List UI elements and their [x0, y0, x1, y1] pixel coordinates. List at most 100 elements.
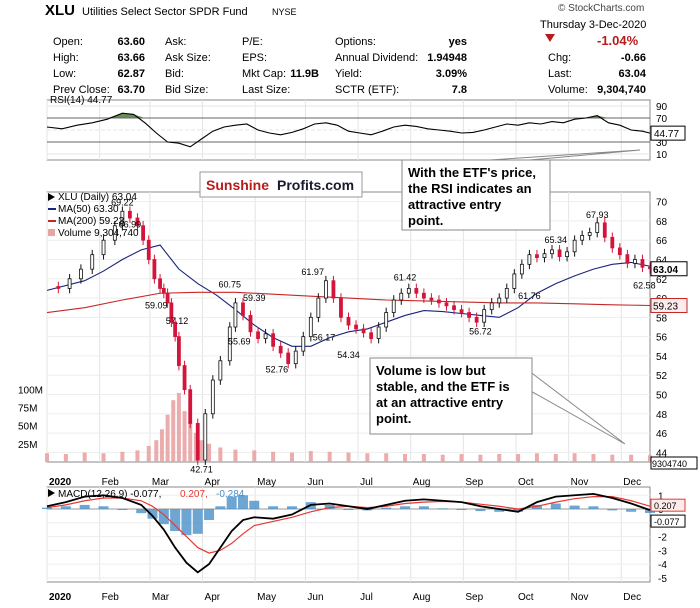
- price-annotation: 60.75: [219, 279, 242, 289]
- price-candle-body: [233, 302, 238, 328]
- volume-legend: Volume 9,304,740: [58, 228, 139, 239]
- price-candle-body: [293, 350, 298, 365]
- month-label: Jul: [360, 592, 373, 603]
- price-annotation: 59.09: [145, 301, 168, 311]
- price-candle-body: [444, 302, 449, 307]
- price-candle-body: [316, 297, 321, 318]
- price-legend-icon: [48, 193, 55, 201]
- price-annotation: 66.99: [119, 220, 142, 230]
- price-candle-body: [376, 326, 381, 339]
- volume-bar: [308, 451, 313, 462]
- price-candle-body: [248, 315, 253, 333]
- quote-field-label: Bid:: [165, 68, 184, 80]
- macd-line: [46, 492, 651, 574]
- price-candle-body: [331, 280, 336, 299]
- price-candle-body: [146, 239, 151, 260]
- month-label: Mar: [152, 592, 170, 603]
- price-candle-body: [633, 259, 637, 264]
- macd-histogram-bar: [117, 509, 128, 511]
- month-label: Aug: [413, 592, 431, 603]
- volume-tick-label: 50M: [18, 422, 37, 433]
- quote-field-label: Chg:: [548, 52, 571, 64]
- quote-field-value: 63.60: [117, 36, 145, 48]
- quote-field-label: Ask:: [165, 36, 186, 48]
- macd-histogram-bar: [400, 506, 411, 510]
- logo-part2: Profits.com: [277, 177, 354, 193]
- macd-tick-label: 1: [658, 491, 664, 502]
- price-candle-body: [580, 234, 585, 241]
- price-candle-body: [218, 360, 223, 381]
- price-tick-label: 58: [656, 313, 668, 324]
- volume-bar: [199, 440, 204, 462]
- quote-field-label: Mkt Cap:: [242, 68, 286, 80]
- macd-histogram-bar: [456, 509, 467, 511]
- price-tick-label: 46: [656, 429, 668, 440]
- volume-bar: [171, 400, 176, 462]
- quote-field-label: P/E:: [242, 36, 263, 48]
- price-candle-body: [169, 302, 174, 323]
- macd-legend: MACD(12,26,9) -0.077,: [58, 489, 161, 500]
- price-tick-label: 64: [656, 256, 668, 267]
- price-candle-body: [227, 326, 232, 362]
- price-candle-body: [595, 222, 600, 233]
- price-annotation: 62.58: [633, 280, 656, 290]
- price-candle-body: [610, 236, 615, 249]
- volume-bar: [346, 452, 351, 462]
- quote-field-label: Options:: [335, 36, 376, 48]
- volume-bar: [497, 454, 502, 462]
- quote-field-label: Annual Dividend:: [335, 52, 418, 64]
- quote-field-label: EPS:: [242, 52, 267, 64]
- month-label: May: [257, 477, 276, 488]
- macd-histogram-bar: [60, 506, 71, 510]
- price-candle-body: [617, 247, 622, 256]
- price-candle-body: [152, 259, 157, 280]
- ma200-tag: [650, 297, 688, 313]
- price-candle-body: [459, 309, 464, 313]
- macd-histogram-bar: [569, 505, 580, 510]
- price-candle-body: [474, 316, 479, 323]
- macd-tag: [650, 514, 686, 528]
- price-tick-label: 54: [656, 352, 668, 363]
- quote-field-value: 62.87: [117, 68, 145, 80]
- quote-field-label: Open:: [53, 36, 83, 48]
- price-annotation: 61.97: [301, 267, 324, 277]
- quote-field-value: 1.94948: [427, 52, 467, 64]
- month-label: May: [257, 592, 276, 603]
- macd-histogram-bar: [215, 506, 226, 510]
- price-candle-body: [391, 299, 396, 313]
- quote-field-label: Bid Size:: [165, 84, 208, 96]
- volume-bar: [165, 414, 170, 462]
- price-candle-body: [165, 292, 170, 304]
- volume-legend-swatch: [48, 229, 55, 236]
- logo-box: [199, 171, 363, 198]
- macd-histogram-bar: [531, 504, 542, 510]
- macd-histogram-bar: [626, 509, 637, 512]
- macd-tick-label: -2: [658, 533, 667, 544]
- volume-bar: [516, 454, 521, 462]
- price-candle-body: [384, 312, 389, 328]
- quote-field-label: Volume:: [548, 84, 588, 96]
- volume-tick-label: 100M: [18, 385, 43, 396]
- ma200-value: 59.23: [653, 301, 678, 312]
- price-candle-body: [135, 217, 140, 227]
- price-candle-body: [414, 288, 419, 294]
- price-candle-body: [158, 278, 162, 289]
- price-candle-body: [497, 297, 502, 304]
- volume-bar: [188, 422, 193, 462]
- price-candle-body: [173, 321, 178, 338]
- price-annotation: 57.12: [166, 316, 189, 326]
- macd-histogram-bar: [513, 509, 524, 512]
- macd-signal-legend: 0.207,: [180, 489, 208, 500]
- price-candle-body: [128, 210, 132, 219]
- price-candle-body: [482, 309, 487, 323]
- copyright: © StockCharts.com: [558, 3, 644, 14]
- macd-hist-legend: -0.284: [216, 489, 245, 500]
- price-candle-body: [256, 331, 260, 339]
- volume-bar: [120, 451, 125, 462]
- quote-field-value: yes: [449, 36, 467, 48]
- change-percent: -1.04%: [597, 33, 639, 48]
- volume-bar: [252, 450, 257, 462]
- volume-bar: [159, 429, 164, 462]
- volume-bar: [146, 446, 151, 462]
